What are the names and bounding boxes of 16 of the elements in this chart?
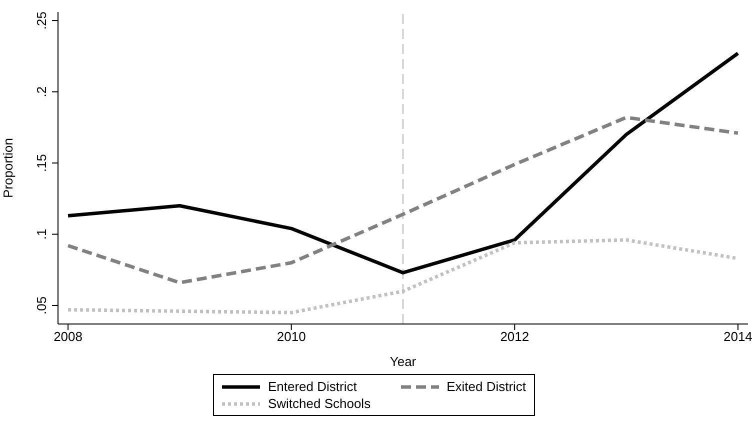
line-series	[66, 116, 740, 284]
line-series	[66, 52, 740, 274]
x-tick-label: 2008	[54, 329, 83, 344]
y-tick-label: .05	[34, 296, 49, 315]
y-axis-title: Proportion	[0, 138, 16, 198]
x-tick-label: 2014	[723, 329, 752, 344]
legend-label: Switched Schools	[268, 396, 371, 411]
y-tick-label: .25	[34, 12, 49, 30]
x-tick-label: 2010	[276, 329, 306, 344]
x-tick-label: 2012	[500, 329, 530, 344]
legend-label: Exited District	[446, 379, 526, 394]
x-axis-title: Year	[390, 354, 417, 369]
legend-label: Entered District	[268, 379, 357, 394]
y-tick-label: .2	[34, 86, 49, 98]
y-tick-label: .15	[34, 154, 49, 172]
y-tick-label: .1	[34, 228, 49, 240]
